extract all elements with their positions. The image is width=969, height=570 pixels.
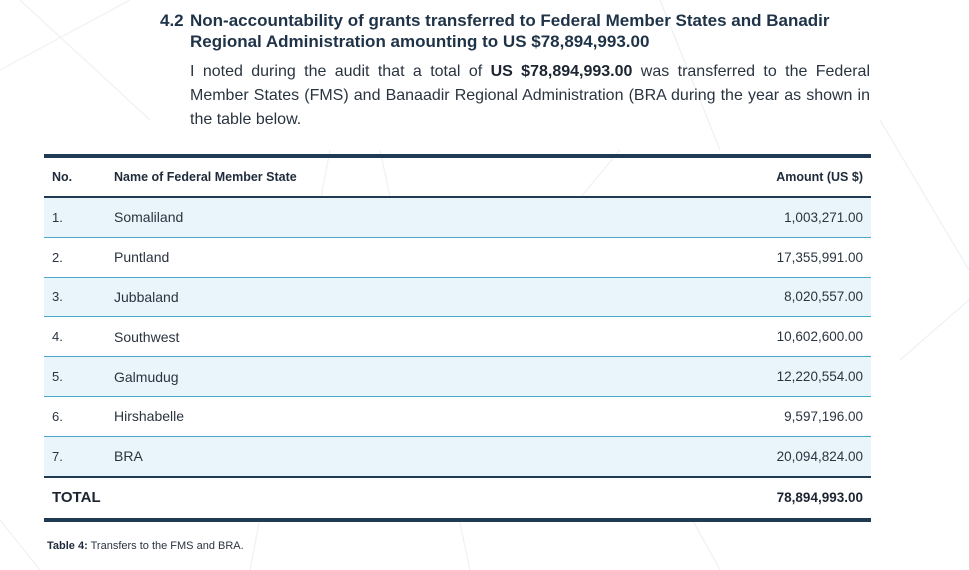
- state-name: Jubbaland: [106, 277, 606, 318]
- section-title: Non-accountability of grants transferred…: [190, 11, 830, 51]
- column-header-amount: Amount (US $): [606, 156, 871, 198]
- intro-text-after: was transferred to the Federal Member St…: [190, 63, 871, 128]
- amount-cell: 8,020,557.00: [606, 277, 871, 318]
- row-number: 5.: [44, 356, 106, 397]
- state-name: Southwest: [106, 316, 606, 358]
- total-row: TOTAL 78,894,993.00: [44, 475, 871, 520]
- table-caption: Table 4: Transfers to the FMS and BRA.: [47, 540, 244, 552]
- state-name: Hirshabelle: [106, 396, 606, 437]
- transfers-table-container: No. Name of Federal Member State Amount …: [44, 154, 871, 522]
- amount-cell: 10,602,600.00: [606, 316, 871, 358]
- table-row: 5. Galmudug 12,220,554.00: [44, 356, 871, 397]
- table-row: 6. Hirshabelle 9,597,196.00: [44, 396, 871, 437]
- row-number: 3.: [44, 277, 106, 318]
- state-name: Galmudug: [106, 356, 606, 397]
- amount-cell: 12,220,554.00: [606, 356, 871, 397]
- table-row: 2. Puntland 17,355,991.00: [44, 237, 871, 278]
- transfers-table: No. Name of Federal Member State Amount …: [44, 154, 871, 522]
- table-header-row: No. Name of Federal Member State Amount …: [44, 156, 871, 198]
- caption-text: Transfers to the FMS and BRA.: [87, 540, 244, 552]
- total-amount: 78,894,993.00: [606, 475, 871, 520]
- intro-text-before: I noted during the audit that a total of: [190, 63, 491, 80]
- total-label: TOTAL: [44, 475, 606, 520]
- amount-cell: 9,597,196.00: [606, 396, 871, 437]
- row-number: 4.: [44, 316, 106, 358]
- amount-cell: 20,094,824.00: [606, 436, 871, 478]
- intro-paragraph: I noted during the audit that a total of…: [190, 60, 870, 132]
- state-name: Somaliland: [106, 197, 606, 238]
- table-row: 4. Southwest 10,602,600.00: [44, 316, 871, 358]
- row-number: 1.: [44, 197, 106, 238]
- caption-label: Table 4:: [47, 540, 88, 552]
- amount-cell: 17,355,991.00: [606, 237, 871, 278]
- section-number: 4.2: [160, 11, 184, 30]
- intro-amount: US $78,894,993.00: [490, 63, 633, 80]
- row-number: 6.: [44, 396, 106, 437]
- state-name: Puntland: [106, 237, 606, 278]
- row-number: 2.: [44, 237, 106, 278]
- row-number: 7.: [44, 436, 106, 478]
- column-header-name: Name of Federal Member State: [106, 156, 606, 198]
- section-heading: 4.2 Non-accountability of grants transfe…: [160, 10, 880, 52]
- amount-cell: 1,003,271.00: [606, 197, 871, 238]
- table-row: 7. BRA 20,094,824.00: [44, 436, 871, 478]
- state-name: BRA: [106, 436, 606, 478]
- table-row: 3. Jubbaland 8,020,557.00: [44, 277, 871, 318]
- table-row: 1. Somaliland 1,003,271.00: [44, 197, 871, 238]
- column-header-no: No.: [44, 156, 106, 198]
